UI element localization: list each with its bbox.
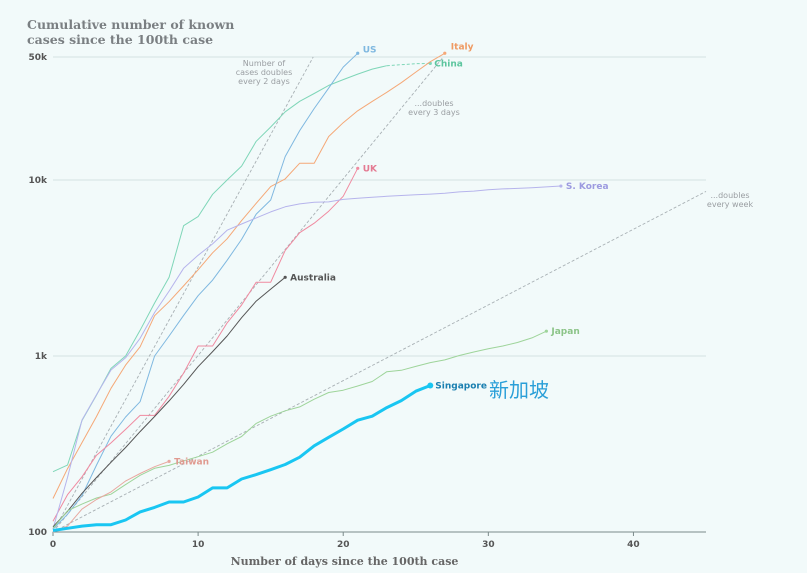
reference-line-label: every 2 days [238, 77, 290, 86]
series-tail-china [386, 62, 431, 67]
y-tick-label: 10k [28, 176, 48, 186]
series-label: Australia [290, 273, 336, 283]
series-end-marker [544, 329, 548, 333]
singapore-chinese-annotation: 新加坡 [489, 378, 549, 402]
series-label: UK [363, 164, 378, 174]
series-end-marker [283, 275, 287, 279]
series-line-china [52, 65, 387, 473]
series-end-marker [559, 184, 563, 188]
x-tick-label: 0 [50, 540, 56, 550]
series-line-us [52, 52, 359, 530]
series-label: US [363, 45, 377, 55]
series-label: China [434, 59, 463, 69]
series-label: S. Korea [566, 182, 609, 192]
series-line-taiwan [52, 460, 170, 533]
x-axis-label: Number of days since the 100th case [231, 555, 459, 568]
series-line-italy [52, 52, 446, 499]
reference-line [52, 56, 314, 533]
series-end-marker [427, 382, 434, 389]
reference-line-label: ...doubles [414, 99, 453, 108]
x-tick-label: 10 [192, 540, 205, 550]
series-end-marker [167, 459, 171, 463]
series-label: Italy [451, 42, 474, 52]
y-tick-label: 50k [28, 53, 48, 63]
y-tick-label: 100 [28, 528, 47, 538]
series-label: Taiwan [174, 457, 209, 467]
x-tick-label: 20 [337, 540, 350, 550]
reference-line-label: every week [707, 200, 754, 209]
series-end-marker [356, 51, 360, 55]
series-end-marker [443, 51, 447, 55]
series-label: Singapore [435, 381, 487, 391]
y-tick-label: 1k [35, 352, 48, 362]
chart-title: Cumulative number of known cases since t… [27, 17, 235, 47]
x-tick-label: 30 [482, 540, 495, 550]
series-line-singapore [52, 384, 431, 532]
series-label: Japan [550, 327, 579, 337]
reference-line-label: every 3 days [408, 108, 460, 117]
reference-line [52, 191, 707, 533]
reference-line-label: ...doubles [710, 191, 749, 200]
x-tick-label: 40 [627, 540, 640, 550]
series-line-australia [52, 276, 286, 528]
series-line-uk [52, 168, 359, 522]
reference-line-label: Number of [243, 59, 286, 68]
series-line-s-korea [52, 185, 561, 530]
reference-line-label: cases doubles [236, 68, 293, 77]
series-end-marker [356, 166, 360, 170]
series-line-japan [52, 330, 547, 529]
